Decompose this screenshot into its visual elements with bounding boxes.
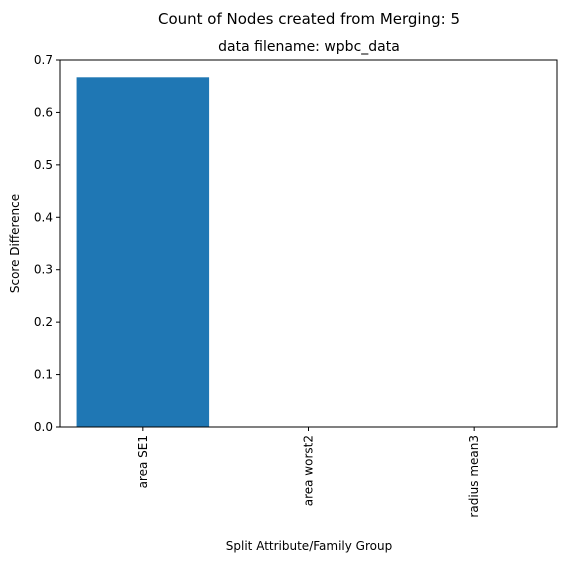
bars-group	[76, 77, 210, 428]
y-tick-label: 0.5	[34, 158, 53, 172]
y-tick-label: 0.1	[34, 368, 53, 382]
y-tick-label: 0.7	[34, 53, 53, 67]
bar-0	[76, 77, 210, 428]
y-axis-label: Score Difference	[8, 194, 22, 293]
x-tick-label: area worst2	[302, 435, 316, 506]
y-tick-label: 0.2	[34, 315, 53, 329]
y-tick-label: 0.4	[34, 210, 53, 224]
x-axis: area SE1 area worst2 radius mean3	[136, 427, 481, 518]
plot-frame	[59, 59, 558, 428]
y-axis: 0.0 0.1 0.2 0.3 0.4 0.5 0.6 0.7	[34, 53, 60, 434]
y-tick-label: 0.6	[34, 105, 53, 119]
x-axis-label: Split Attribute/Family Group	[226, 539, 392, 553]
y-tick-label: 0.3	[34, 263, 53, 277]
y-tick-label: 0.0	[34, 420, 53, 434]
chart-suptitle: Count of Nodes created from Merging: 5	[158, 10, 460, 28]
x-tick-label: radius mean3	[467, 435, 481, 518]
chart-title: data filename: wpbc_data	[218, 39, 400, 55]
x-tick-label: area SE1	[136, 435, 150, 488]
